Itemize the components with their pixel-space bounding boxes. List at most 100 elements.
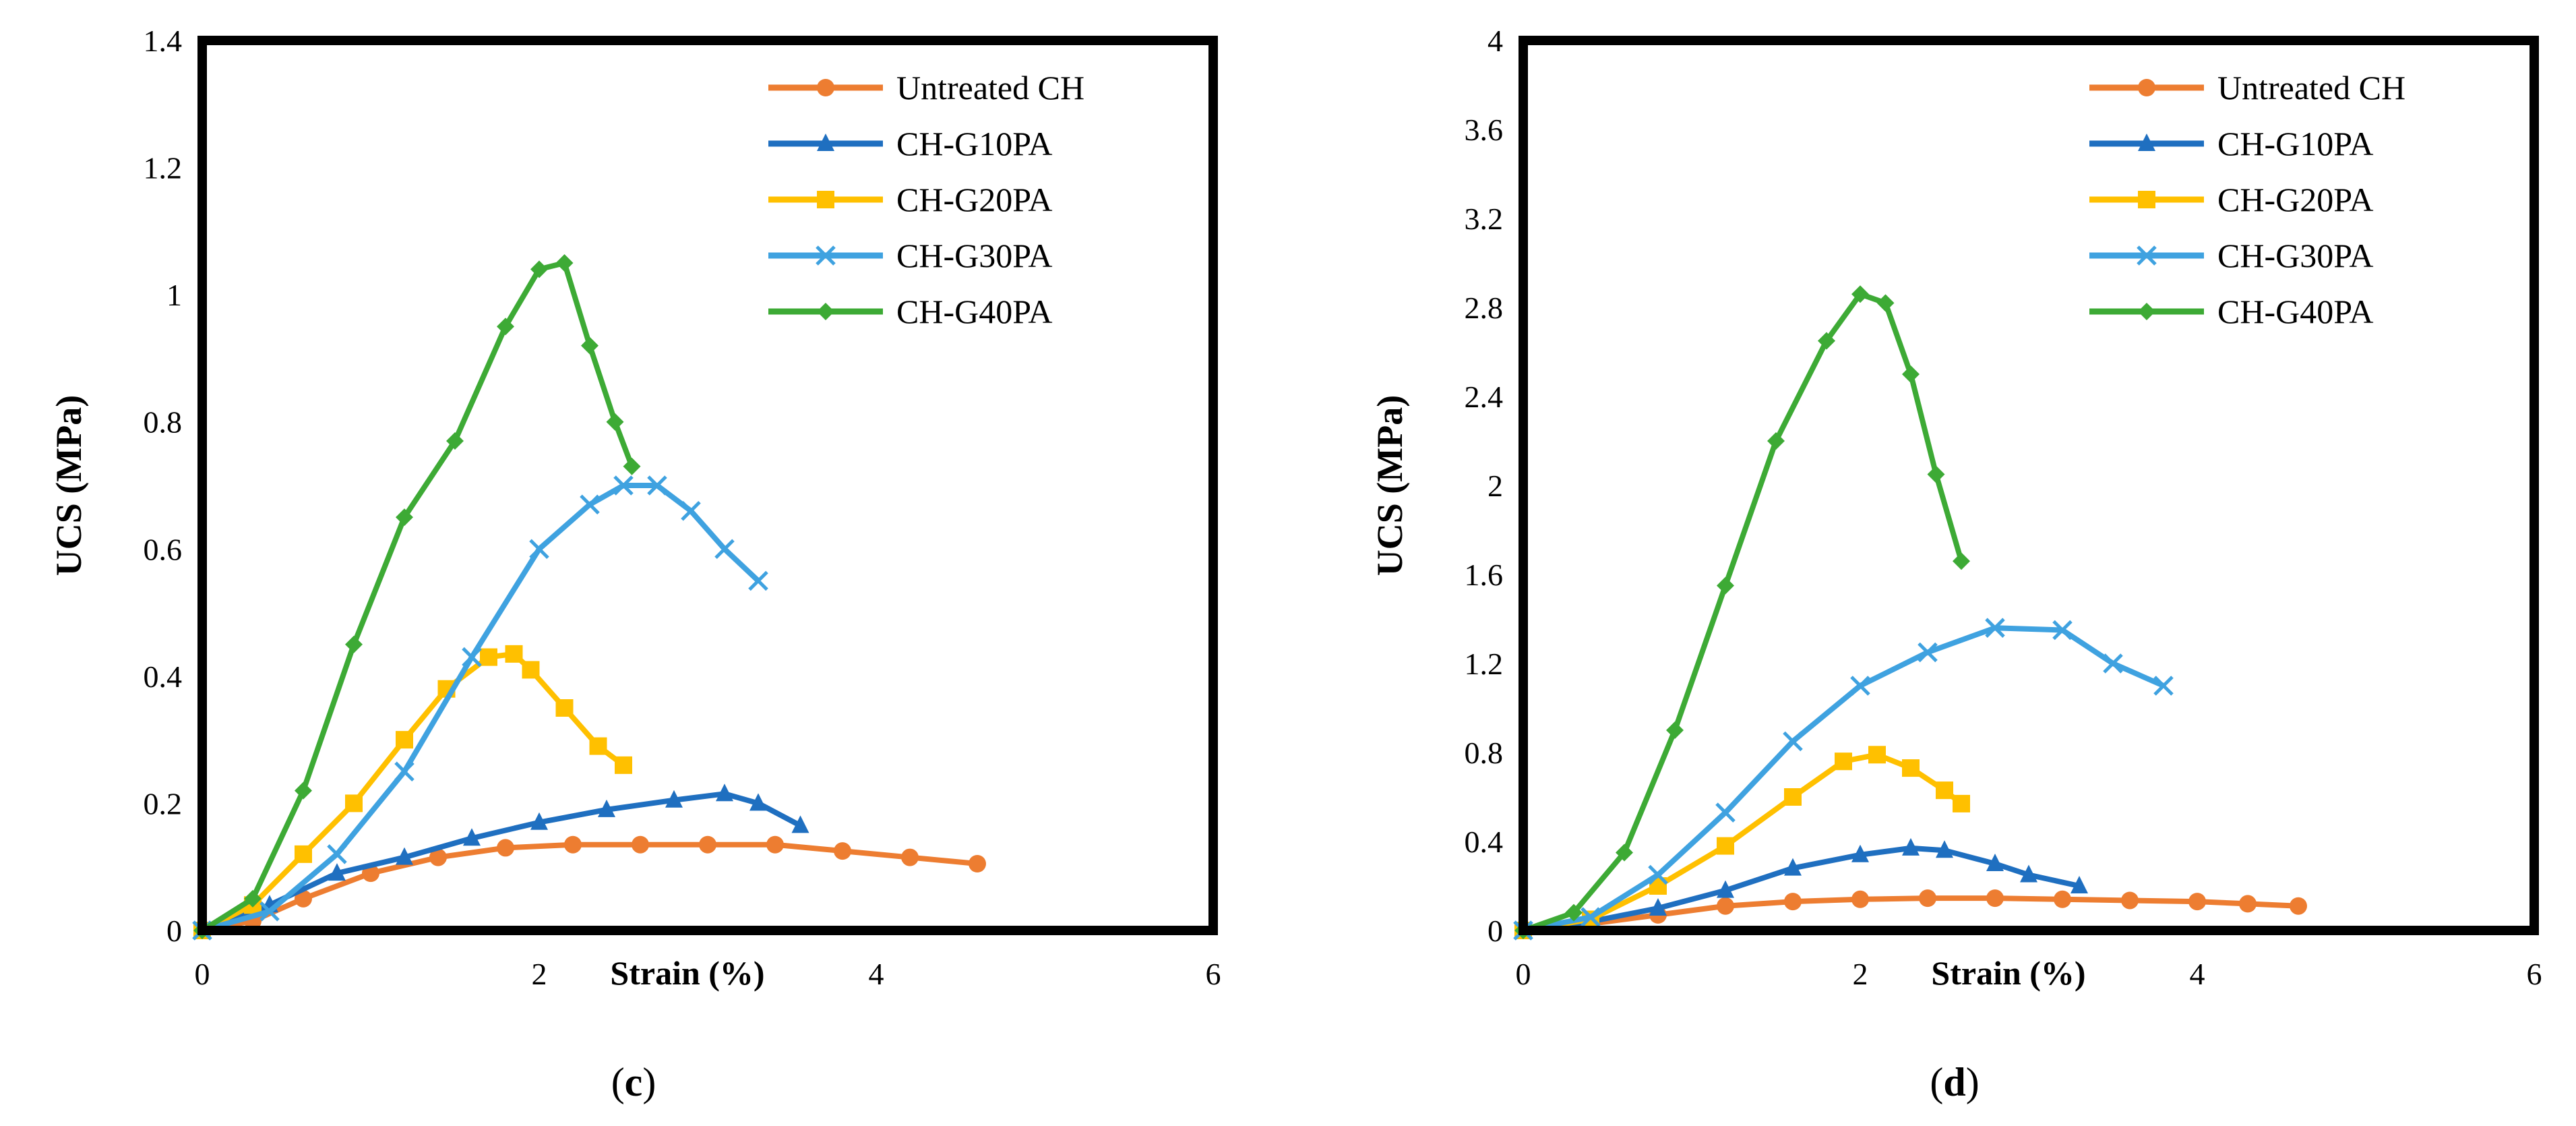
data-point xyxy=(497,839,514,857)
data-point xyxy=(259,901,280,922)
y-axis-title: UCS (MPa) xyxy=(49,395,89,576)
data-point xyxy=(1666,721,1684,739)
data-point xyxy=(1868,746,1886,764)
series-untreated-ch xyxy=(193,835,986,939)
data-point xyxy=(1784,893,1802,911)
series-line xyxy=(201,483,760,933)
caption-letter: d xyxy=(1943,1060,1965,1104)
y-tick-label: 1.2 xyxy=(144,151,183,185)
data-point xyxy=(396,847,413,865)
caption-close: ) xyxy=(642,1060,656,1104)
data-point xyxy=(1918,642,1938,663)
x-tick-label: 2 xyxy=(532,957,547,991)
data-point xyxy=(1953,552,1970,570)
data-point xyxy=(555,254,574,272)
legend-swatch-marker xyxy=(2138,134,2155,151)
data-point xyxy=(1850,676,1870,696)
chart-panel-d: 0 0.4 0.8 1.2 1.6 2 2.4 2.8 3.2 3.6 4 0 2 4 6 UCS (MPa)… xyxy=(1370,24,2542,1104)
legend-item: CH-G40PA xyxy=(768,293,1053,330)
data-point xyxy=(1784,858,1802,876)
y-tick-label: 0.6 xyxy=(144,532,183,566)
data-point xyxy=(791,815,809,833)
y-tick-label: 3.6 xyxy=(1465,113,1504,147)
data-point xyxy=(2054,890,2071,908)
legend-label: CH-G30PA xyxy=(2217,237,2374,274)
data-point xyxy=(2071,876,2088,893)
legend-item: CH-G40PA xyxy=(2089,293,2374,330)
data-point xyxy=(681,500,701,521)
data-point xyxy=(581,336,599,355)
data-point xyxy=(2290,897,2307,915)
data-point xyxy=(748,570,768,591)
data-point xyxy=(396,731,413,749)
data-point xyxy=(1851,844,1869,862)
series-ch-g10pa xyxy=(1514,837,2088,938)
data-point xyxy=(1717,576,1734,595)
legend-label: Untreated CH xyxy=(896,69,1084,107)
legend-swatch-marker xyxy=(2137,245,2157,266)
data-point xyxy=(580,494,600,515)
data-point xyxy=(244,889,262,908)
data-point xyxy=(1648,864,1668,885)
data-point xyxy=(1851,285,1869,303)
y-tick-label: 0.8 xyxy=(144,405,183,440)
series-line xyxy=(1522,291,1964,933)
legend-swatch-marker xyxy=(816,245,836,266)
x-tick-label: 2 xyxy=(1853,957,1868,991)
series-line xyxy=(1523,752,1963,933)
data-point xyxy=(505,645,523,663)
y-tick-label: 0.2 xyxy=(144,786,183,821)
legend-swatch-marker xyxy=(817,303,834,320)
data-point xyxy=(834,842,851,860)
caption-close: ) xyxy=(1966,1060,1980,1104)
data-point xyxy=(2052,620,2073,641)
x-axis-title: Strain (%) xyxy=(1931,954,2085,992)
data-point xyxy=(647,475,667,496)
legend-item: CH-G10PA xyxy=(768,125,1053,162)
data-point xyxy=(1835,752,1852,771)
caption-letter: c xyxy=(625,1060,643,1104)
data-point xyxy=(714,539,735,560)
legend-swatch-marker xyxy=(817,191,834,208)
data-point xyxy=(529,539,549,560)
data-point xyxy=(1919,889,1936,908)
caption-open: ( xyxy=(611,1060,625,1104)
data-point xyxy=(1902,365,1920,383)
data-point xyxy=(429,848,447,866)
data-point xyxy=(1783,731,1803,752)
data-point xyxy=(665,790,683,808)
chart-panel-c: 0 0.2 0.4 0.6 0.8 1 1.2 1.4 0 2 4 6 UCS (MPa) Strain … xyxy=(49,24,1221,1104)
data-point xyxy=(766,835,784,854)
y-tick-label: 2 xyxy=(1488,469,1503,503)
data-point xyxy=(615,756,632,774)
data-point xyxy=(613,475,634,496)
legend-label: Untreated CH xyxy=(2217,69,2405,107)
legend-swatch-marker xyxy=(2138,79,2155,96)
series-ch-g40pa xyxy=(1514,285,1970,939)
data-point xyxy=(699,835,716,854)
data-point xyxy=(606,413,624,431)
legend-label: CH-G30PA xyxy=(896,237,1053,274)
y-tick-label: 0 xyxy=(1488,914,1503,948)
legend-item: CH-G30PA xyxy=(768,237,1053,274)
legend-swatch-marker xyxy=(817,134,834,151)
data-point xyxy=(969,855,986,872)
data-point xyxy=(530,260,548,278)
data-point xyxy=(1876,294,1895,312)
x-axis-title: Strain (%) xyxy=(610,954,764,992)
legend-item: Untreated CH xyxy=(768,69,1084,107)
data-point xyxy=(749,793,767,811)
data-point xyxy=(446,432,464,450)
data-point xyxy=(1767,432,1785,450)
x-tick-label: 0 xyxy=(195,957,210,991)
data-point xyxy=(2121,891,2139,910)
y-tick-label: 3.2 xyxy=(1465,202,1504,236)
data-point xyxy=(2153,676,2174,696)
data-point xyxy=(396,508,413,527)
y-tick-label: 0.4 xyxy=(144,659,183,694)
legend-label: CH-G40PA xyxy=(896,293,1053,330)
data-point xyxy=(1581,907,1601,927)
data-point xyxy=(1902,759,1920,777)
plot-frame xyxy=(1519,36,2539,935)
legend-item: CH-G20PA xyxy=(768,181,1053,218)
